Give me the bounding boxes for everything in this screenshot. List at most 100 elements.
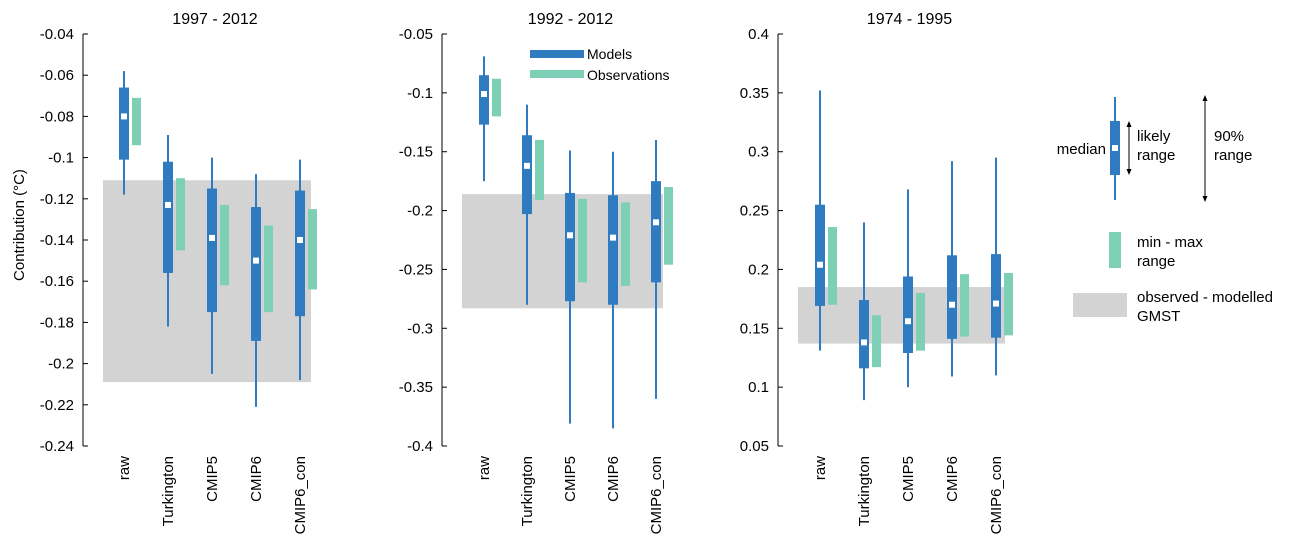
model-likely-range	[903, 276, 913, 354]
observation-range	[960, 274, 969, 337]
category-Turkington: Turkington	[160, 134, 185, 526]
observation-range	[1004, 272, 1013, 336]
y-tick-label: -0.1	[48, 150, 74, 167]
category-raw: raw	[476, 56, 501, 480]
category-CMIP5: CMIP5	[204, 157, 229, 502]
observation-range	[535, 139, 544, 200]
y-tick-label: -0.12	[40, 191, 74, 208]
y-tick-label: -0.35	[399, 379, 433, 396]
model-likely-range	[608, 195, 618, 305]
legend-models-swatch	[530, 50, 584, 58]
model-median	[121, 113, 127, 120]
model-median	[567, 232, 573, 239]
observation-range	[220, 204, 229, 286]
x-tick-label: CMIP6_con	[648, 456, 665, 534]
panel-2: -0.05 -0.1 -0.15 -0.2 -0.25 -0.3 -0.35 -0.4 1992…	[399, 11, 673, 534]
legend-observations-swatch	[530, 70, 584, 78]
observation-range	[176, 178, 185, 251]
model-median	[949, 301, 955, 308]
observation-range	[264, 225, 273, 313]
panel-3: 0.4 0.35 0.3 0.25 0.2 0.15 0.1 0.05 1974 - 1995 r…	[740, 11, 1013, 534]
key-likely-label-1: likely	[1137, 128, 1171, 145]
panel-1: -0.04 -0.06 -0.08 -0.1 -0.12 -0.14 -0.16 -0.18 -…	[11, 11, 317, 534]
key-likely-arrow-top	[1126, 121, 1132, 127]
key-90-arrow-top	[1202, 95, 1208, 101]
y-tick-label: 0.1	[748, 379, 769, 396]
observation-range	[664, 187, 673, 265]
model-median	[653, 219, 659, 226]
legend: Models Observations	[530, 46, 669, 83]
y-tick-label: 0.3	[748, 144, 769, 161]
y-tick-label: -0.06	[40, 67, 74, 84]
model-median	[165, 201, 171, 208]
observation-range	[132, 97, 141, 146]
model-median	[861, 339, 867, 346]
model-likely-range	[295, 190, 305, 317]
category-CMIP5: CMIP5	[562, 150, 587, 502]
category-raw: raw	[812, 90, 837, 480]
y-tick-label: 0.15	[740, 320, 769, 337]
category-CMIP6_con: CMIP6_con	[988, 157, 1013, 534]
category-CMIP6_con: CMIP6_con	[292, 159, 317, 534]
legend-models-label: Models	[587, 46, 632, 62]
panel-title: 1974 - 1995	[867, 11, 953, 28]
y-tick-label: 0.35	[740, 85, 769, 102]
panels: -0.04 -0.06 -0.08 -0.1 -0.12 -0.14 -0.16 -0.18 -…	[11, 11, 1013, 534]
category-raw: raw	[116, 71, 141, 480]
key-band-label-1: observed - modelled	[1137, 289, 1273, 306]
category-CMIP6: CMIP6	[605, 151, 630, 502]
y-tick-label: -0.4	[407, 438, 433, 455]
y-tick-label: -0.24	[40, 438, 74, 455]
model-median	[481, 91, 487, 98]
x-tick-label: raw	[476, 456, 493, 480]
key-minmax-swatch	[1109, 232, 1121, 268]
model-likely-range	[207, 188, 217, 313]
observation-range	[308, 209, 317, 290]
y-tick-label: -0.18	[40, 314, 74, 331]
y-tick-label: 0.05	[740, 438, 769, 455]
key-likely-label-2: range	[1137, 147, 1175, 164]
y-tick-label: 0.25	[740, 203, 769, 220]
x-tick-label: CMIP5	[900, 456, 917, 502]
model-likely-range	[119, 87, 129, 160]
category-CMIP5: CMIP5	[900, 189, 925, 502]
category-Turkington: Turkington	[856, 222, 881, 526]
model-likely-range	[991, 254, 1001, 338]
model-likely-range	[947, 255, 957, 339]
x-tick-label: CMIP5	[204, 456, 221, 502]
panel-title: 1992 - 2012	[528, 11, 614, 28]
key-median-label: median	[1057, 141, 1106, 158]
model-likely-range	[651, 181, 661, 283]
x-tick-label: Turkington	[519, 456, 536, 526]
model-median	[817, 261, 823, 268]
y-tick-label: -0.04	[40, 26, 74, 43]
category-CMIP6: CMIP6	[944, 161, 969, 502]
gmst-band	[462, 194, 663, 309]
model-median	[524, 162, 530, 169]
y-axis-label: Contribution (°C)	[11, 169, 28, 281]
y-tick-label: -0.1	[407, 85, 433, 102]
x-tick-label: Turkington	[856, 456, 873, 526]
y-tick-label: -0.16	[40, 273, 74, 290]
x-tick-label: CMIP5	[562, 456, 579, 502]
x-tick-label: CMIP6	[605, 456, 622, 502]
category-Turkington: Turkington	[519, 104, 544, 526]
y-tick-label: -0.25	[399, 261, 433, 278]
y-tick-label: -0.14	[40, 232, 74, 249]
x-tick-label: Turkington	[160, 456, 177, 526]
key-band-swatch	[1073, 293, 1127, 317]
x-tick-label: CMIP6_con	[292, 456, 309, 534]
observation-range	[872, 315, 881, 368]
observation-range	[578, 198, 587, 283]
x-tick-label: CMIP6_con	[988, 456, 1005, 534]
y-tick-label: -0.3	[407, 320, 433, 337]
y-tick-label: -0.08	[40, 108, 74, 125]
x-tick-label: raw	[116, 456, 133, 480]
x-tick-label: raw	[812, 456, 829, 480]
key-band-label-2: GMST	[1137, 308, 1180, 325]
model-median	[610, 234, 616, 241]
model-median	[253, 257, 259, 264]
y-tick-label: -0.05	[399, 26, 433, 43]
model-median	[297, 237, 303, 243]
